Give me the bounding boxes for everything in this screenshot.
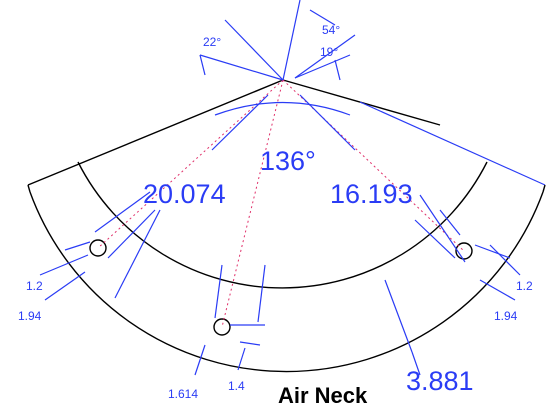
dimension-label: 1.614 [168, 387, 198, 401]
part-outline [27, 79, 546, 373]
dimension-label: 1.94 [494, 309, 518, 323]
angle-label: 19° [320, 45, 338, 59]
angle-label: 54° [322, 23, 340, 37]
dimension-label: 1.2 [26, 279, 43, 293]
dimension-label: 1.94 [18, 309, 42, 323]
dimension-lines [39, 0, 521, 376]
dimension-label: 1.4 [228, 379, 245, 393]
dimension-label: 1.2 [516, 279, 533, 293]
title: Air Neck [278, 383, 368, 408]
angle-label: 22° [203, 35, 221, 49]
angle-label: 136° [260, 146, 316, 176]
radius-label: 20.074 [143, 179, 226, 209]
dimension-label: 3.881 [406, 366, 474, 396]
radius-label: 16.193 [330, 179, 413, 209]
